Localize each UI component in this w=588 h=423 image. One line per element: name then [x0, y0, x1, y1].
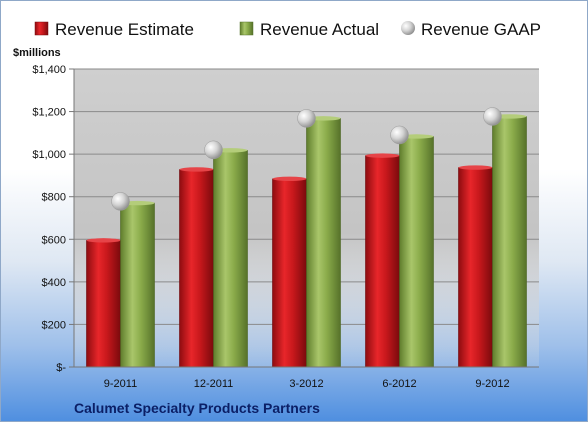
- y-tick-label: $1,000: [32, 149, 66, 161]
- legend-item-actual: Revenue Actual: [239, 20, 379, 39]
- marker-revenue-gaap: [297, 109, 316, 128]
- bar-top-estimate: [272, 176, 307, 182]
- y-tick-label: $1,400: [32, 64, 66, 76]
- legend-item-estimate: Revenue Estimate: [34, 20, 194, 39]
- bar-revenue-estimate: [458, 167, 493, 368]
- company-name: Calumet Specialty Products Partners: [74, 400, 320, 416]
- legend-label-gaap: Revenue GAAP: [421, 20, 541, 39]
- marker-revenue-gaap: [111, 192, 130, 211]
- bar-revenue-estimate: [272, 178, 307, 368]
- bar-revenue-actual: [306, 118, 341, 368]
- bar-revenue-actual: [213, 150, 248, 368]
- x-tick-label: 9-2012: [475, 378, 509, 390]
- bars: [86, 114, 527, 368]
- legend-swatch-gaap: [401, 21, 415, 35]
- y-tick-label: $600: [42, 234, 66, 246]
- legend: Revenue Estimate Revenue Actual Revenue …: [34, 20, 541, 39]
- x-tick-label: 12-2011: [194, 378, 234, 390]
- bar-revenue-estimate: [86, 240, 121, 368]
- bar-revenue-actual: [399, 136, 434, 368]
- bar-top-estimate: [365, 153, 400, 158]
- y-tick-label: $1,200: [32, 107, 66, 119]
- bar-revenue-estimate: [365, 155, 400, 368]
- bar-top-estimate: [86, 238, 121, 243]
- legend-swatch-estimate: [34, 21, 49, 36]
- x-tick-label: 3-2012: [289, 378, 323, 390]
- x-tick-label: 6-2012: [382, 378, 416, 390]
- axes: $- $200 $400 $600 $800 $1,000 $1,200 $1,400 9-20…: [32, 64, 539, 390]
- bar-top-estimate: [179, 167, 214, 172]
- bar-top-estimate: [458, 165, 493, 170]
- marker-revenue-gaap: [483, 107, 502, 126]
- unit-label: $millions: [13, 47, 61, 59]
- bar-revenue-actual: [492, 116, 527, 368]
- legend-label-actual: Revenue Actual: [260, 20, 379, 39]
- legend-swatch-actual: [239, 21, 254, 36]
- bar-revenue-estimate: [179, 169, 214, 368]
- legend-item-gaap: Revenue GAAP: [401, 20, 541, 39]
- y-tick-label: $400: [42, 277, 66, 289]
- x-tick-label: 9-2011: [104, 378, 137, 390]
- y-tick-label: $200: [42, 319, 66, 331]
- marker-revenue-gaap: [390, 125, 409, 145]
- marker-revenue-gaap: [204, 140, 223, 160]
- bar-revenue-actual: [120, 202, 155, 368]
- y-tick-label: $800: [42, 192, 66, 204]
- y-tick-label: $-: [56, 362, 66, 374]
- legend-label-estimate: Revenue Estimate: [55, 20, 194, 39]
- gaap-markers: [111, 107, 502, 211]
